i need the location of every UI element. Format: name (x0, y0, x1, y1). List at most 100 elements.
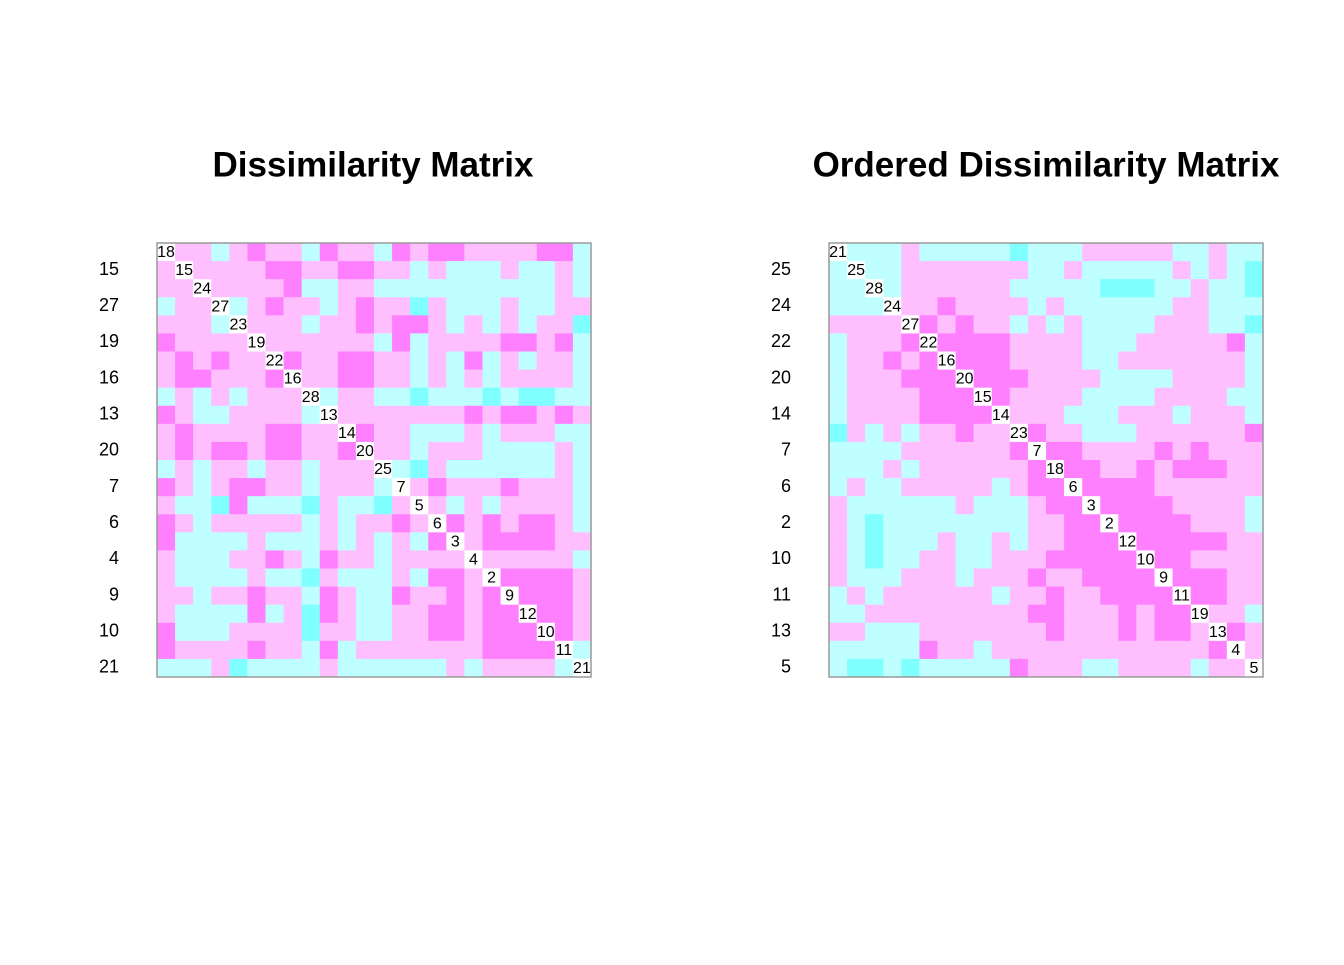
cell (392, 532, 411, 551)
cell (1136, 279, 1155, 298)
cell (175, 405, 194, 425)
cell (829, 351, 848, 371)
cell (847, 261, 866, 280)
cell (901, 279, 920, 298)
cell (1226, 351, 1246, 371)
cell (1118, 550, 1137, 569)
cell (482, 351, 502, 371)
cell (1172, 423, 1192, 443)
cell (1100, 604, 1119, 624)
cell (1100, 351, 1119, 371)
cell (973, 369, 993, 389)
cell (1046, 640, 1065, 660)
cell (1118, 333, 1137, 352)
diagonal-label: 18 (1046, 461, 1064, 478)
cell (1172, 496, 1192, 515)
cell (301, 279, 321, 298)
cell (1172, 550, 1192, 569)
cell (265, 279, 285, 298)
cell (464, 369, 483, 389)
diagonal-label: 28 (865, 280, 883, 297)
diagonal-label: 10 (537, 624, 555, 641)
cell (554, 622, 574, 642)
cell (464, 658, 483, 678)
cell (518, 261, 538, 280)
cell (1082, 550, 1101, 569)
diagonal-label: 10 (1137, 552, 1155, 569)
cell (410, 604, 429, 624)
cell (1244, 351, 1264, 371)
cell (428, 423, 447, 443)
cell (1226, 333, 1246, 352)
cell (374, 387, 393, 407)
diagonal-label: 5 (415, 497, 424, 514)
cell (1064, 315, 1083, 334)
cell (283, 532, 303, 551)
cell (955, 586, 975, 606)
cell (937, 604, 957, 624)
cell (973, 423, 993, 443)
cell (211, 297, 230, 316)
cell (883, 423, 902, 443)
cell (973, 640, 993, 660)
diagonal-label: 22 (266, 353, 284, 370)
cell (973, 279, 993, 298)
cell (1118, 423, 1137, 443)
cell (175, 550, 194, 569)
cell (482, 460, 502, 479)
cell (883, 532, 902, 551)
cell (1136, 532, 1155, 551)
cell (337, 604, 357, 624)
cell (518, 532, 538, 551)
cell (1118, 243, 1137, 262)
cell (1064, 640, 1083, 660)
cell (355, 532, 375, 551)
cell (1064, 496, 1083, 515)
y-axis-label: 11 (772, 584, 791, 604)
cell (410, 333, 429, 352)
cell (865, 405, 884, 425)
diagonal-label: 6 (1069, 479, 1078, 496)
diagonal-label: 24 (883, 298, 901, 315)
cell (1208, 279, 1228, 298)
cell (919, 460, 938, 479)
chart-title: Ordered Dissimilarity Matrix (813, 145, 1280, 184)
cell (175, 532, 194, 551)
cell (554, 423, 574, 443)
cell (1226, 496, 1246, 515)
cell (973, 405, 993, 425)
cell (446, 586, 465, 606)
cell (1046, 532, 1065, 551)
cell (374, 586, 393, 606)
cell (847, 423, 866, 443)
cell (883, 586, 902, 606)
cell (1082, 478, 1101, 497)
cell (428, 351, 447, 371)
cell (374, 658, 393, 678)
diagonal-label: 15 (175, 262, 193, 279)
y-axis-label: 9 (109, 584, 119, 604)
cell (829, 550, 848, 569)
cell (1027, 333, 1047, 352)
y-axis-label: 19 (99, 331, 119, 351)
cell (1154, 460, 1174, 479)
cell (518, 243, 538, 262)
cell (428, 279, 447, 298)
cell (955, 496, 975, 515)
cell (1027, 441, 1047, 461)
cell (955, 261, 975, 280)
cell (392, 441, 411, 461)
cell (392, 496, 411, 515)
cell (500, 532, 520, 551)
cell (1027, 478, 1047, 497)
cell (1027, 279, 1047, 298)
cell (1082, 460, 1101, 479)
cell (392, 568, 411, 588)
cell (410, 369, 429, 389)
cell (919, 532, 938, 551)
cell (1064, 369, 1083, 389)
cell (175, 369, 194, 389)
cell (410, 405, 429, 425)
cell (1190, 496, 1210, 515)
cell (301, 622, 321, 642)
